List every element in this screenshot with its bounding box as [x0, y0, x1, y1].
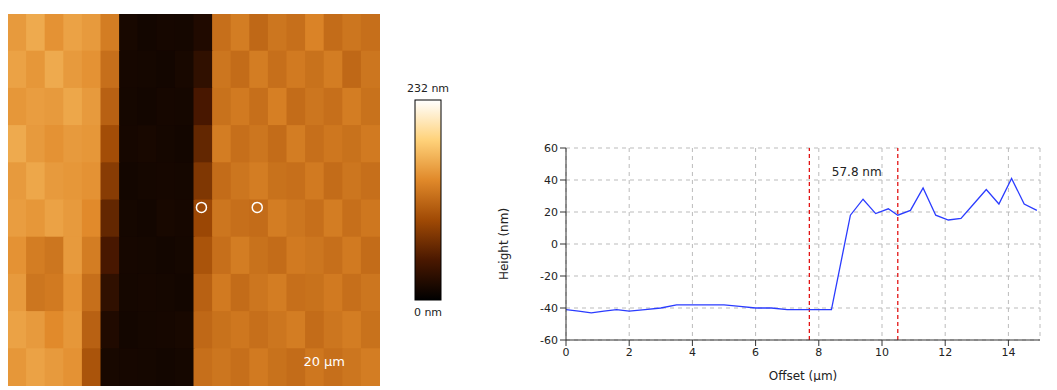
svg-text:0: 0 [551, 238, 558, 251]
svg-text:60: 60 [544, 142, 558, 155]
svg-text:20: 20 [544, 206, 558, 219]
svg-text:-40: -40 [540, 302, 558, 315]
svg-text:0 nm: 0 nm [414, 306, 442, 319]
svg-text:Height (nm): Height (nm) [497, 208, 511, 280]
svg-text:12: 12 [938, 346, 952, 359]
svg-text:2: 2 [626, 346, 633, 359]
svg-text:4: 4 [689, 346, 696, 359]
svg-text:6: 6 [752, 346, 759, 359]
svg-text:20 µm: 20 µm [303, 354, 345, 369]
svg-text:57.8 nm: 57.8 nm [832, 165, 882, 179]
svg-text:8: 8 [815, 346, 822, 359]
svg-text:-60: -60 [540, 334, 558, 347]
svg-text:10: 10 [875, 346, 889, 359]
svg-text:0: 0 [563, 346, 570, 359]
svg-text:Offset (µm): Offset (µm) [769, 369, 838, 382]
svg-text:-20: -20 [540, 270, 558, 283]
svg-text:232 nm: 232 nm [407, 82, 449, 95]
svg-text:14: 14 [1001, 346, 1015, 359]
svg-text:40: 40 [544, 174, 558, 187]
